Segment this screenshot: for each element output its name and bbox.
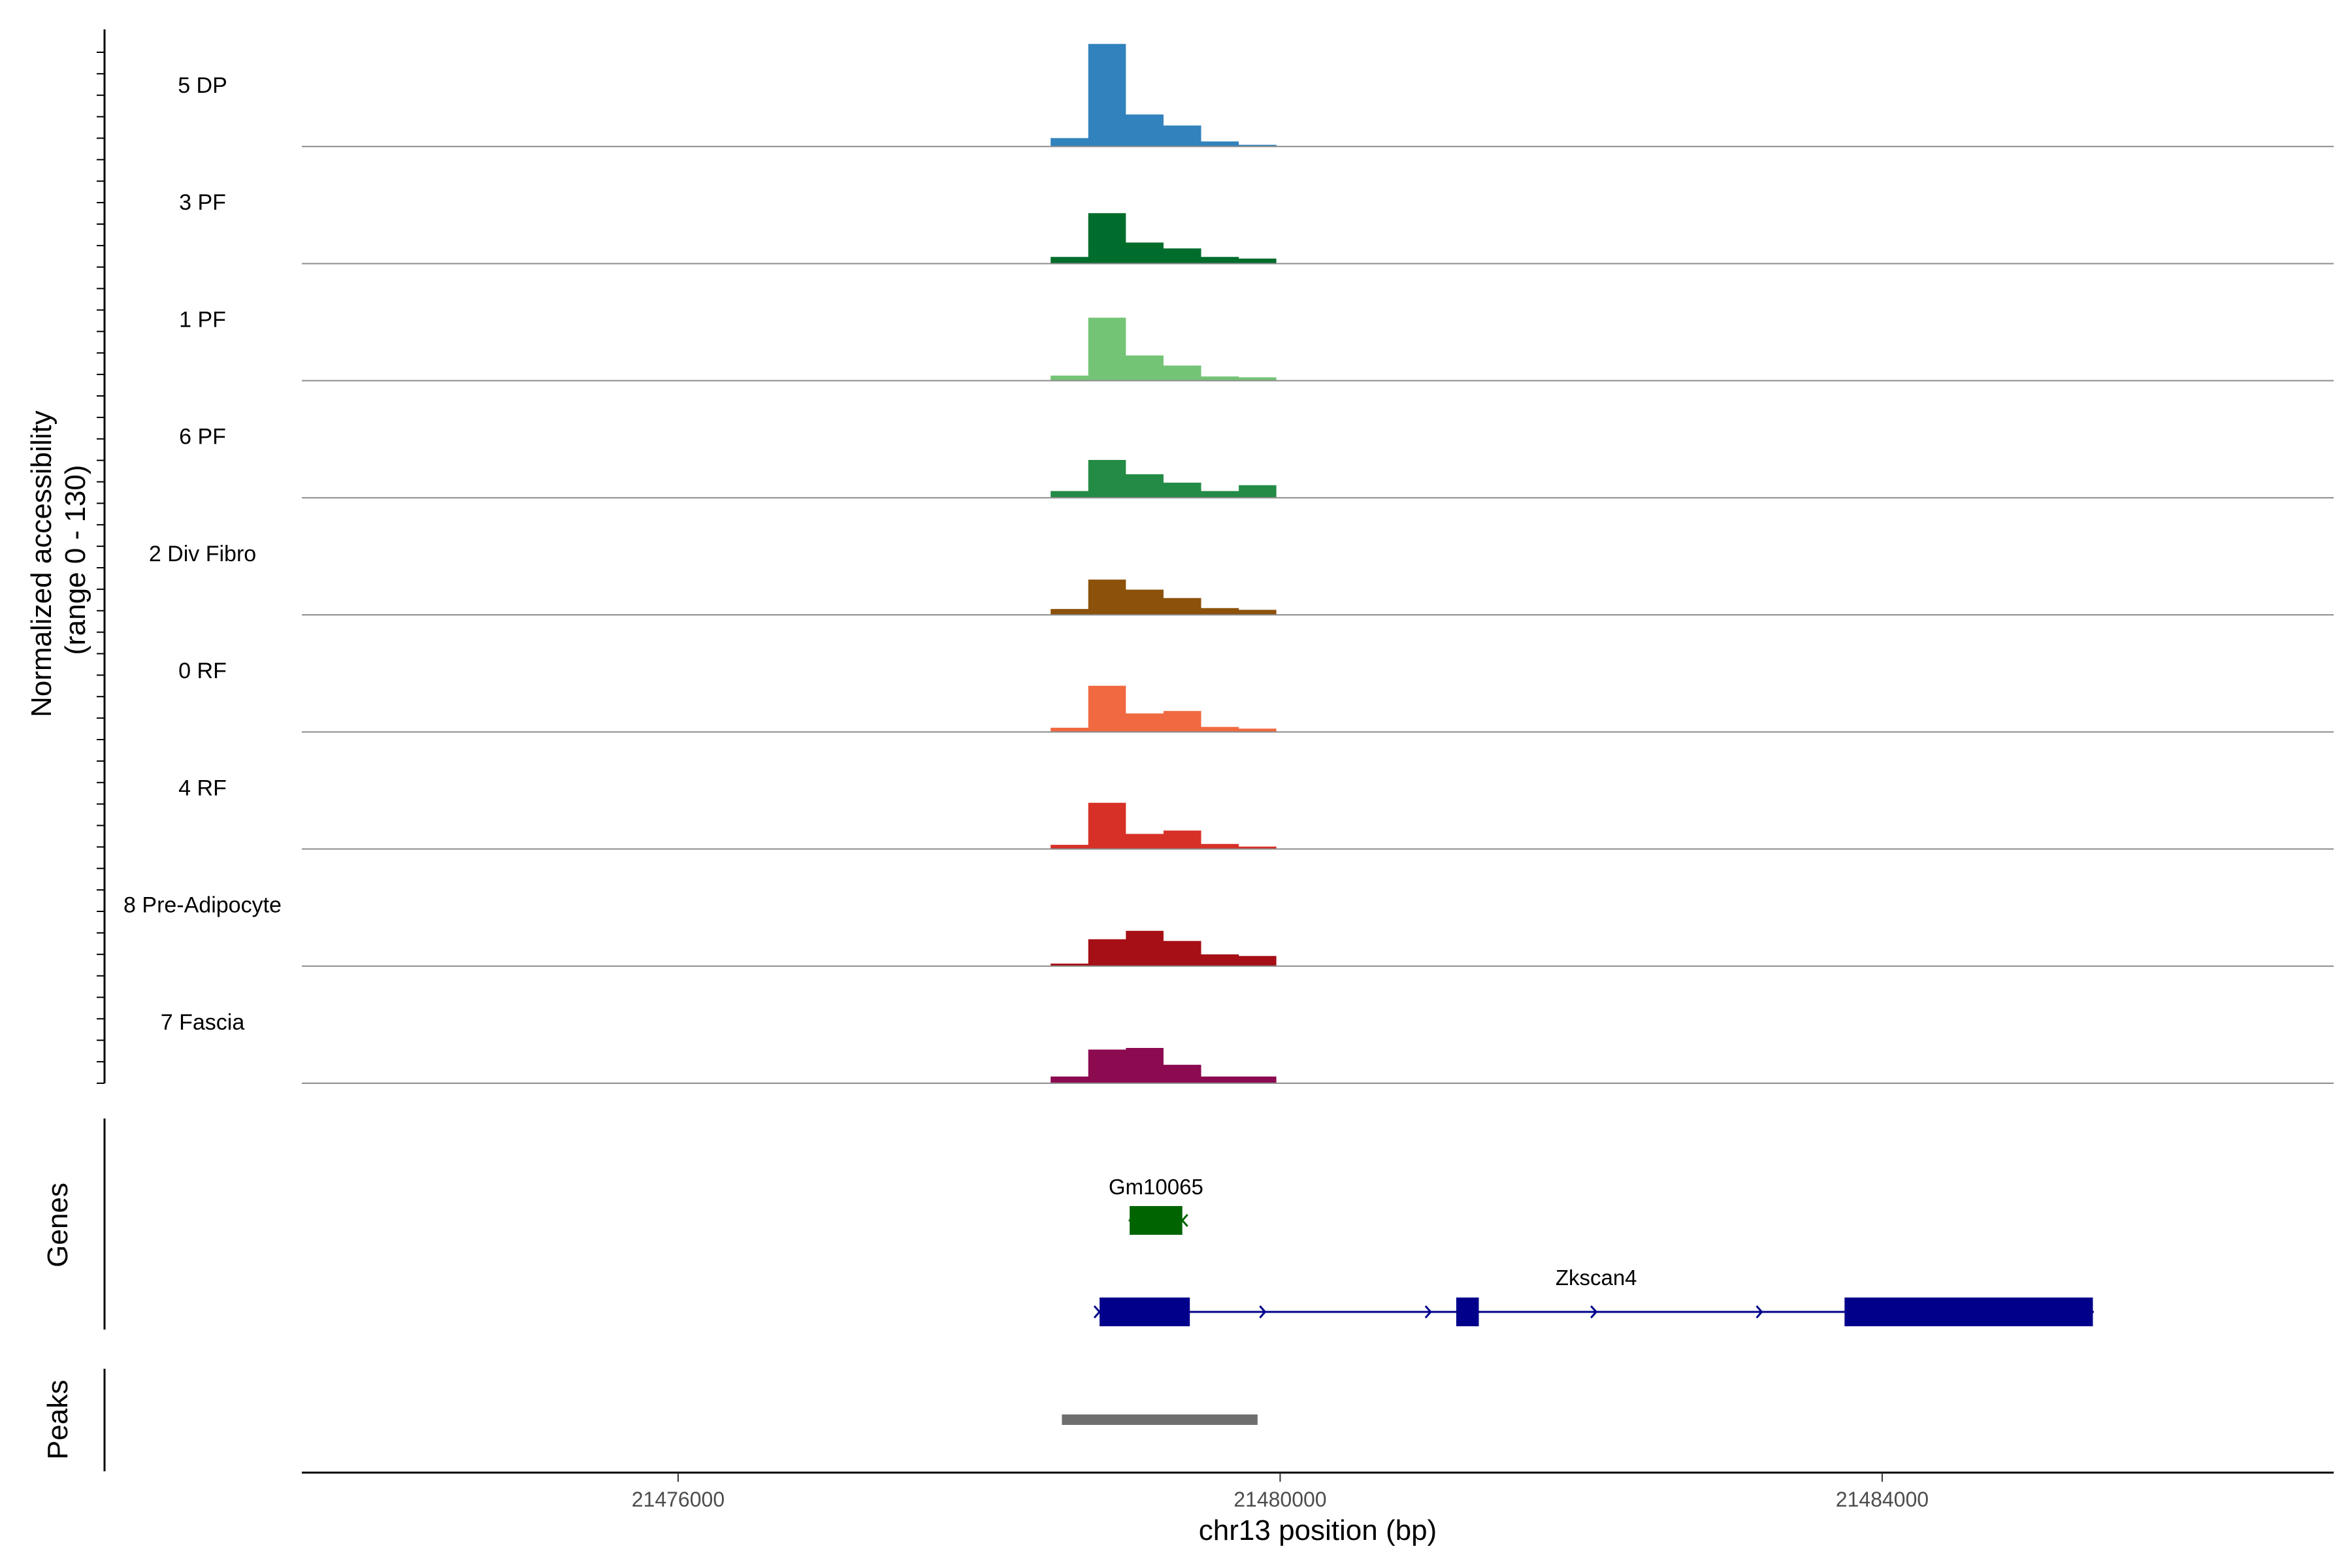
- coverage-area: [1051, 213, 1277, 264]
- x-tick-label: 21484000: [1836, 1488, 1929, 1511]
- coverage-track: 8 Pre-Adipocyte: [123, 893, 2334, 967]
- x-tick-label: 21476000: [632, 1488, 725, 1511]
- gene-exon: [1844, 1298, 2093, 1326]
- gene-exon: [1130, 1206, 1183, 1235]
- genes-track-label: Genes: [42, 1183, 74, 1267]
- track-label: 4 RF: [178, 776, 227, 800]
- coverage-track: 5 DP: [178, 44, 2334, 148]
- gene-model: Zkscan4: [1093, 1266, 2095, 1326]
- coverage-tracks: 5 DP 3 PF 1 PF 6 PF 2 Div Fibro 0 RF 4 RF 8 Pre…: [123, 44, 2334, 1084]
- x-axis-ticks: 21476000 21480000 21484000: [632, 1473, 1929, 1511]
- strand-arrow-icon: [1259, 1305, 1267, 1318]
- coverage-track: 6 PF: [179, 425, 2334, 498]
- track-label: 2 Div Fibro: [149, 542, 256, 566]
- y-axis-title-line1: Normalized accessibility: [25, 410, 57, 717]
- gene-model: Gm10065: [1109, 1175, 1203, 1235]
- coverage-track: 1 PF: [179, 307, 2334, 382]
- strand-arrow-icon: [1756, 1305, 1763, 1318]
- strand-arrow-icon: [1424, 1305, 1432, 1318]
- coverage-track: 2 Div Fibro: [149, 542, 2334, 616]
- x-tick-label: 21480000: [1233, 1488, 1326, 1511]
- gene-label: Zkscan4: [1556, 1266, 1637, 1290]
- track-label: 8 Pre-Adipocyte: [123, 893, 282, 918]
- strand-arrow-icon: [1590, 1305, 1598, 1318]
- track-label: 5 DP: [178, 73, 227, 98]
- peak-bar: [1062, 1414, 1258, 1425]
- track-label: 3 PF: [179, 190, 226, 215]
- x-axis-title: chr13 position (bp): [1199, 1514, 1437, 1546]
- peaks-track-label: Peaks: [42, 1380, 74, 1460]
- peak-regions: [1062, 1414, 1258, 1425]
- coverage-area: [1051, 685, 1277, 732]
- coverage-area: [1051, 44, 1277, 147]
- track-label: 6 PF: [179, 425, 226, 449]
- track-label: 0 RF: [178, 659, 227, 683]
- gene-annotations: Gm10065 Zkscan4: [1093, 1175, 2095, 1326]
- gene-label: Gm10065: [1109, 1175, 1203, 1199]
- coverage-track: 0 RF: [178, 659, 2334, 733]
- track-label: 7 Fascia: [161, 1010, 245, 1035]
- coverage-area: [1051, 1048, 1277, 1083]
- coverage-area: [1051, 580, 1277, 615]
- coverage-track: 4 RF: [178, 776, 2334, 850]
- coverage-track: 7 Fascia: [161, 1010, 2334, 1084]
- y-axis-title-line2: (range 0 - 130): [59, 465, 91, 655]
- coverage-area: [1051, 460, 1277, 498]
- y-axis-title: Normalized accessibility (range 0 - 130): [25, 402, 91, 717]
- gene-exon: [1456, 1298, 1479, 1326]
- coverage-y-ticks: [97, 52, 105, 1084]
- coverage-area: [1051, 802, 1277, 849]
- gene-exon: [1099, 1298, 1190, 1326]
- track-label: 1 PF: [179, 307, 226, 332]
- coverage-track: 3 PF: [179, 190, 2334, 265]
- coverage-area: [1051, 318, 1277, 381]
- coverage-area: [1051, 930, 1277, 966]
